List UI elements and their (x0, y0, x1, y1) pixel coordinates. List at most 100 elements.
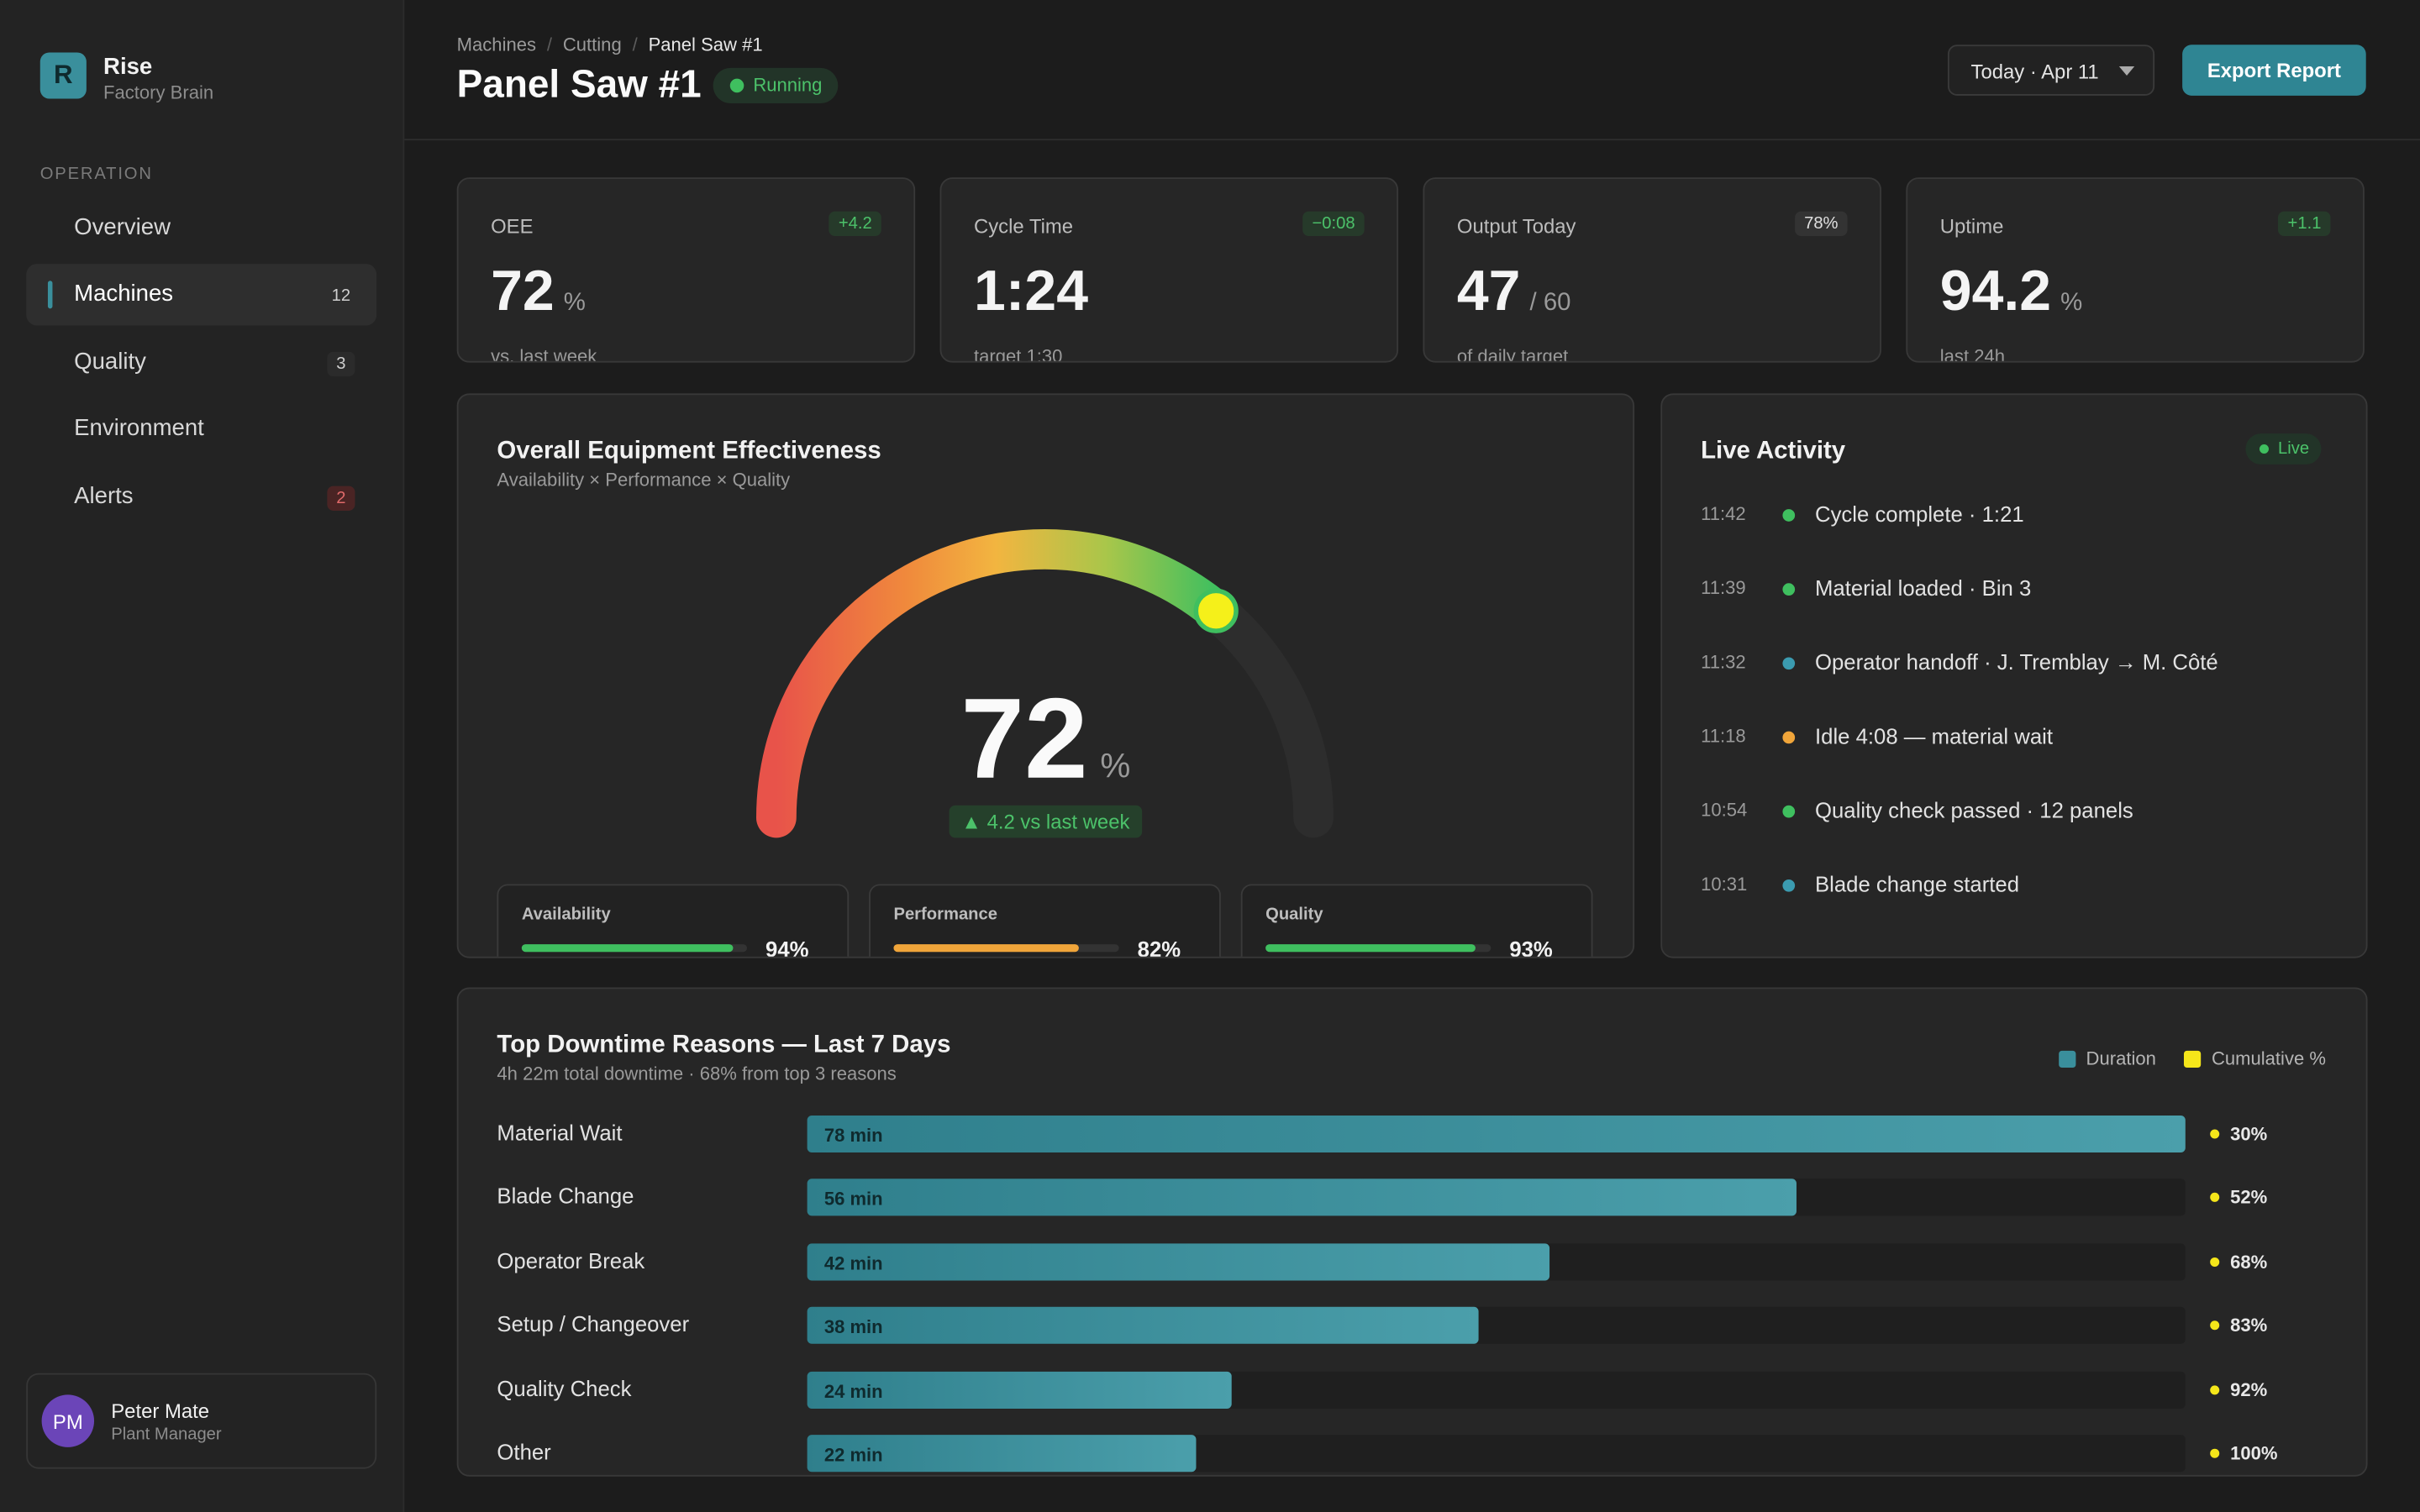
bar-track: 24 min (807, 1371, 2186, 1409)
bar: 42 min (807, 1243, 1549, 1281)
export-button[interactable]: Export Report (2182, 45, 2366, 96)
activity-title: Live Activity (1701, 438, 1846, 465)
brand-tagline: Factory Brain (103, 81, 214, 104)
user-card[interactable]: PM Peter Mate Plant Manager (26, 1373, 377, 1469)
kpi-label: Cycle Time (973, 214, 1074, 238)
cumulative-label: 83% (2230, 1315, 2268, 1336)
cumulative-label: 68% (2230, 1251, 2268, 1273)
nav-item[interactable]: Machines 12 (26, 264, 377, 326)
kpi-card: Cycle Time −0:08 1:24 target 1:30 (939, 177, 1399, 363)
cumulative-dot (2210, 1129, 2220, 1139)
kpi-note: last 24h (1939, 345, 2005, 363)
nav-label: Environment (74, 415, 204, 442)
breadcrumb-separator: / (546, 34, 553, 56)
event-text: Operator handoff · J. Tremblay → M. Côté (1815, 649, 2218, 675)
factor-name: Quality (1265, 906, 1323, 925)
gauge-unit: % (1100, 746, 1131, 785)
nav-item[interactable]: Overview (26, 197, 376, 258)
kpi-note: vs. last week (491, 345, 597, 363)
cumulative-dot (2210, 1448, 2220, 1458)
category-label: Operator Break (497, 1247, 645, 1273)
event-dot (1782, 879, 1796, 892)
bar: 56 min (807, 1179, 1797, 1217)
cumulative-label: 52% (2230, 1187, 2268, 1209)
dropdown-icon (2118, 66, 2135, 76)
kpi-badge: 78% (1795, 211, 1848, 237)
kpi-note: of daily target (1456, 345, 1569, 363)
factor-name: Performance (893, 906, 998, 925)
cumulative-dot (2210, 1320, 2220, 1331)
kpi-label: OEE (491, 214, 534, 238)
breadcrumb: Machines / Cutting / Panel Saw #1 (457, 34, 763, 55)
date-text: Today · Apr 11 (1970, 60, 2099, 84)
factor-card: Performance 82% (869, 884, 1221, 958)
kpi-value: 72% (491, 260, 586, 324)
nav-item[interactable]: Quality 3 (26, 331, 376, 392)
nav-item[interactable]: Alerts 2 (26, 465, 376, 527)
bar: 78 min (807, 1115, 2186, 1153)
status-text: Running (753, 74, 823, 96)
nav-item[interactable]: Environment (26, 398, 376, 459)
page-title: Panel Saw #1 (456, 63, 702, 107)
gauge-fill (756, 529, 1237, 838)
bar-track: 78 min (807, 1115, 2186, 1153)
nav-label: Overview (74, 213, 171, 240)
gauge-readout: 72% (459, 673, 1634, 804)
event-dot (1782, 583, 1796, 596)
factor-card: Availability 94% (497, 884, 850, 958)
kpi-badge: +4.2 (829, 211, 881, 237)
oee-card: Overall Equipment Effectiveness Availabi… (456, 393, 1635, 958)
breadcrumb-item[interactable]: Machines (456, 34, 537, 56)
event-text: Material loaded · Bin 3 (1815, 575, 2032, 601)
live-dot (2259, 444, 2270, 454)
gauge-value: 72 (960, 674, 1088, 803)
brand-name: Rise (103, 54, 153, 81)
category-label: Setup / Changeover (497, 1311, 690, 1336)
factor-track (1265, 944, 1491, 953)
activity-card: Live Activity Live 11:42 Cycle complete ·… (1660, 393, 2368, 958)
bar-label: 42 min (823, 1252, 883, 1274)
bar-track: 42 min (807, 1243, 2186, 1281)
factor-value: 82% (1137, 936, 1181, 958)
live-badge: Live (2245, 433, 2322, 465)
kpi-badge: +1.1 (2278, 211, 2331, 237)
kpi-unit: % (563, 290, 586, 317)
breadcrumb-item[interactable]: Cutting (562, 34, 622, 56)
bar-label: 24 min (823, 1380, 883, 1402)
kpi-value: 1:24 (974, 260, 1088, 324)
kpi-value: 94.2% (1940, 260, 2082, 324)
kpi-number: 72 (491, 259, 555, 323)
kpi-value: 47 / 60 (1457, 260, 1571, 324)
legend: Duration Cumulative % (2058, 1047, 2326, 1069)
nav-count: 2 (327, 485, 355, 511)
legend-label: Duration (2086, 1047, 2156, 1069)
event-time: 11:18 (1701, 725, 1746, 747)
oee-title: Overall Equipment Effectiveness (497, 438, 881, 465)
factor-value: 94% (765, 936, 809, 958)
nav-label: Alerts (74, 481, 134, 509)
category-label: Material Wait (497, 1120, 623, 1145)
factor-value: 93% (1509, 936, 1553, 958)
downtime-card: Top Downtime Reasons — Last 7 Days 4h 22… (456, 987, 2368, 1477)
date-picker[interactable]: Today · Apr 11 (1947, 45, 2155, 96)
factor-card: Quality 93% (1240, 884, 1593, 958)
cumulative-label: 92% (2230, 1378, 2268, 1401)
factor-bar (521, 944, 734, 953)
bar-label: 78 min (823, 1124, 883, 1147)
avatar: PM (41, 1394, 95, 1447)
bar: 38 min (807, 1307, 1479, 1345)
factor-bar (893, 944, 1079, 953)
bar-track: 22 min (807, 1435, 2186, 1473)
cumulative-label: 100% (2230, 1442, 2278, 1465)
status-dot (729, 78, 744, 93)
bar-label: 22 min (823, 1444, 883, 1466)
kpi-unit: / 60 (1529, 290, 1571, 317)
event-text: Quality check passed · 12 panels (1815, 797, 2133, 822)
gauge-delta-text: 4.2 vs last week (986, 810, 1130, 833)
nav-section: OPERATION (39, 165, 153, 184)
user-role: Plant Manager (111, 1425, 222, 1445)
category-label: Other (497, 1439, 551, 1465)
nav-count: 12 (331, 286, 351, 306)
bar-track: 38 min (807, 1307, 2186, 1345)
cumulative-label: 30% (2230, 1123, 2268, 1145)
